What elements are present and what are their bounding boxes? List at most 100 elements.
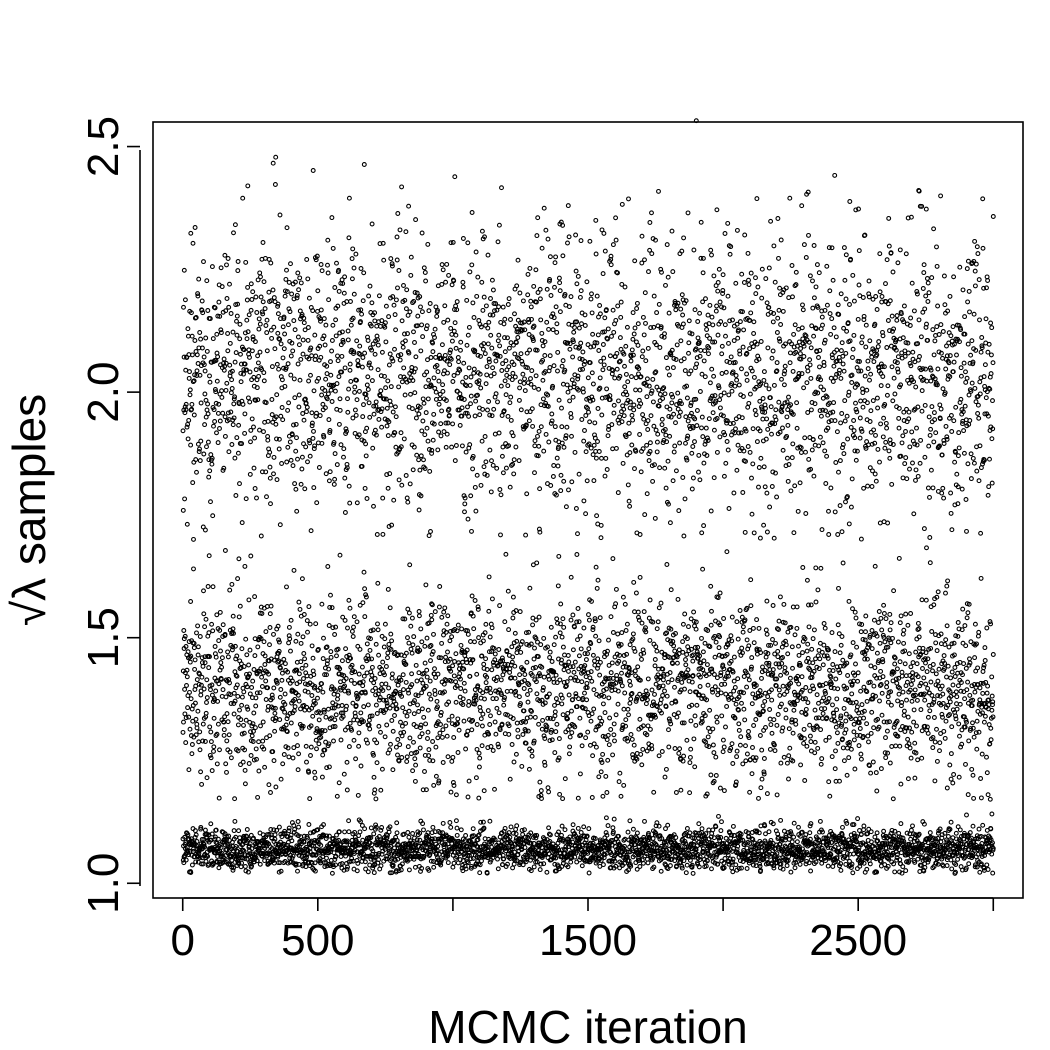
- sample-point: [453, 345, 459, 351]
- sample-point: [280, 355, 286, 361]
- sample-point: [568, 617, 574, 623]
- sample-point: [218, 330, 224, 336]
- sample-point: [249, 416, 255, 422]
- sample-point: [186, 767, 192, 773]
- sample-point: [562, 827, 568, 833]
- sample-point: [221, 356, 227, 362]
- sample-point: [301, 417, 307, 423]
- sample-point: [218, 648, 223, 654]
- sample-point: [255, 644, 261, 650]
- sample-point: [579, 863, 585, 869]
- sample-point: [343, 676, 349, 681]
- sample-point: [514, 720, 520, 726]
- sample-point: [249, 846, 255, 852]
- sample-point: [561, 444, 567, 450]
- sample-point: [367, 726, 373, 732]
- sample-point: [589, 291, 594, 297]
- sample-point: [609, 660, 615, 666]
- sample-point: [324, 855, 329, 861]
- sample-point: [450, 379, 456, 384]
- sample-point: [226, 449, 232, 455]
- sample-point: [347, 605, 353, 611]
- sample-point: [284, 729, 290, 735]
- sample-point: [270, 160, 276, 166]
- sample-point: [625, 829, 631, 835]
- sample-point: [554, 321, 560, 327]
- sample-point: [372, 427, 378, 433]
- sample-point: [348, 655, 353, 661]
- sample-point: [258, 845, 263, 851]
- sample-point: [558, 472, 564, 478]
- sample-point: [374, 323, 380, 329]
- sample-point: [228, 755, 234, 761]
- sample-point: [335, 358, 341, 364]
- sample-point: [231, 690, 237, 696]
- sample-point: [374, 740, 380, 746]
- sample-point: [226, 304, 232, 310]
- sample-point: [368, 323, 374, 329]
- sample-point: [321, 316, 327, 322]
- sample-point: [406, 708, 412, 714]
- sample-point: [358, 710, 364, 716]
- sample-point: [345, 409, 351, 415]
- sample-point: [183, 401, 189, 407]
- sample-point: [465, 794, 471, 800]
- sample-point: [515, 734, 521, 740]
- sample-point: [320, 752, 326, 758]
- sample-point: [338, 710, 344, 716]
- sample-point: [407, 481, 413, 487]
- sample-point: [495, 338, 501, 344]
- sample-point: [344, 759, 350, 765]
- sample-point: [283, 276, 289, 282]
- sample-point: [591, 706, 597, 712]
- sample-point: [309, 420, 315, 426]
- sample-point: [180, 729, 186, 735]
- sample-point: [318, 734, 324, 740]
- sample-point: [371, 831, 377, 837]
- sample-point: [287, 439, 293, 445]
- sample-point: [214, 430, 219, 436]
- sample-point: [186, 714, 192, 720]
- sample-point: [250, 678, 256, 684]
- sample-point: [419, 309, 425, 315]
- sample-point: [181, 636, 187, 642]
- sample-point: [428, 612, 434, 618]
- sample-point: [409, 406, 415, 412]
- sample-point: [228, 409, 234, 415]
- sample-point: [511, 759, 517, 765]
- sample-point: [319, 440, 325, 446]
- sample-point: [547, 254, 553, 260]
- sample-point: [229, 442, 235, 447]
- sample-point: [571, 669, 577, 675]
- sample-point: [550, 474, 556, 479]
- sample-point: [480, 346, 486, 352]
- sample-point: [421, 827, 426, 833]
- sample-point: [294, 508, 300, 514]
- sample-point: [386, 362, 392, 368]
- sample-point: [576, 325, 582, 331]
- sample-point: [378, 729, 383, 735]
- sample-point: [514, 283, 520, 289]
- sample-point: [419, 322, 425, 328]
- sample-point: [251, 667, 257, 672]
- sample-point: [449, 634, 455, 640]
- sample-point: [211, 423, 216, 429]
- sample-point: [425, 736, 430, 741]
- sample-point: [358, 307, 364, 313]
- sample-point: [195, 361, 201, 366]
- sample-point: [410, 768, 416, 774]
- sample-point: [557, 288, 563, 294]
- sample-point: [276, 637, 282, 643]
- sample-point: [313, 737, 319, 743]
- sample-point: [246, 597, 252, 603]
- sample-point: [532, 645, 537, 651]
- sample-point: [403, 306, 409, 312]
- sample-point: [599, 412, 605, 418]
- sample-point: [503, 465, 509, 471]
- sample-point: [308, 753, 313, 758]
- sample-point: [400, 672, 406, 678]
- sample-point: [583, 449, 589, 455]
- sample-point: [481, 464, 487, 470]
- sample-point: [180, 507, 186, 513]
- sample-point: [369, 842, 375, 848]
